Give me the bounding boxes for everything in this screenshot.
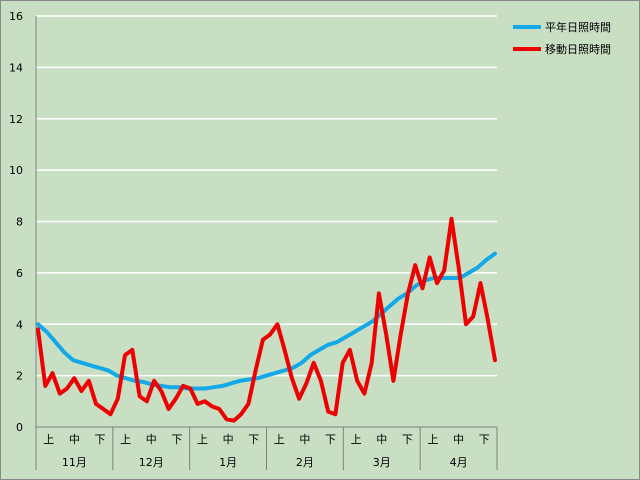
x-tick-label: 中 bbox=[376, 433, 387, 446]
legend-label-normal-sunshine: 平年日照時間 bbox=[545, 20, 611, 34]
x-tick-label: 下 bbox=[95, 433, 106, 446]
legend-item-normal-sunshine: 平年日照時間 bbox=[513, 20, 611, 34]
grid-lines bbox=[36, 15, 497, 377]
y-tick-label: 8 bbox=[16, 216, 23, 229]
legend: 平年日照時間 移動日照時間 bbox=[513, 20, 611, 56]
x-axis: 上 中 下 上 中 下 上 中 下 上 中 下 上 中 下 上 中 下 11月 12月 1月 2月 3月 4月 bbox=[35, 426, 498, 470]
series-lines bbox=[36, 216, 497, 423]
x-tick-label: 上 bbox=[351, 433, 362, 446]
y-tick-label: 6 bbox=[16, 267, 23, 280]
x-tick-label: 中 bbox=[223, 433, 234, 446]
x-tick-label: 下 bbox=[402, 433, 413, 446]
x-tick-label: 上 bbox=[197, 433, 208, 446]
x-month-label: 1月 bbox=[219, 456, 237, 469]
x-tick-label: 下 bbox=[479, 433, 490, 446]
x-tick-label: 中 bbox=[146, 433, 157, 446]
x-month-label: 3月 bbox=[373, 456, 391, 469]
x-tick-label: 中 bbox=[299, 433, 310, 446]
series-line-moving-sunshine bbox=[36, 216, 497, 423]
x-month-label: 2月 bbox=[296, 456, 314, 469]
y-tick-label: 4 bbox=[16, 318, 23, 331]
x-month-label: 4月 bbox=[450, 456, 468, 469]
x-tick-label: 中 bbox=[69, 433, 80, 446]
x-tick-label: 下 bbox=[171, 433, 182, 446]
x-tick-label: 上 bbox=[274, 433, 285, 446]
y-tick-label: 14 bbox=[9, 61, 23, 74]
x-tick-label: 上 bbox=[120, 433, 131, 446]
y-tick-label: 10 bbox=[9, 164, 23, 177]
y-axis: 0 2 4 6 8 10 12 14 16 bbox=[9, 10, 37, 434]
legend-item-moving-sunshine: 移動日照時間 bbox=[513, 42, 611, 56]
x-tick-label: 下 bbox=[325, 433, 336, 446]
series-line-normal-sunshine bbox=[36, 251, 497, 391]
y-tick-label: 2 bbox=[16, 370, 23, 383]
x-tick-label: 上 bbox=[43, 433, 54, 446]
x-tick-label: 下 bbox=[248, 433, 259, 446]
y-tick-label: 12 bbox=[9, 113, 23, 126]
y-tick-label: 0 bbox=[16, 421, 23, 434]
x-tick-label: 上 bbox=[427, 433, 438, 446]
x-tick-label: 中 bbox=[453, 433, 464, 446]
legend-label-moving-sunshine: 移動日照時間 bbox=[545, 42, 611, 56]
x-month-label: 12月 bbox=[139, 456, 164, 469]
x-month-label: 11月 bbox=[62, 456, 87, 469]
y-tick-label: 16 bbox=[9, 10, 23, 23]
